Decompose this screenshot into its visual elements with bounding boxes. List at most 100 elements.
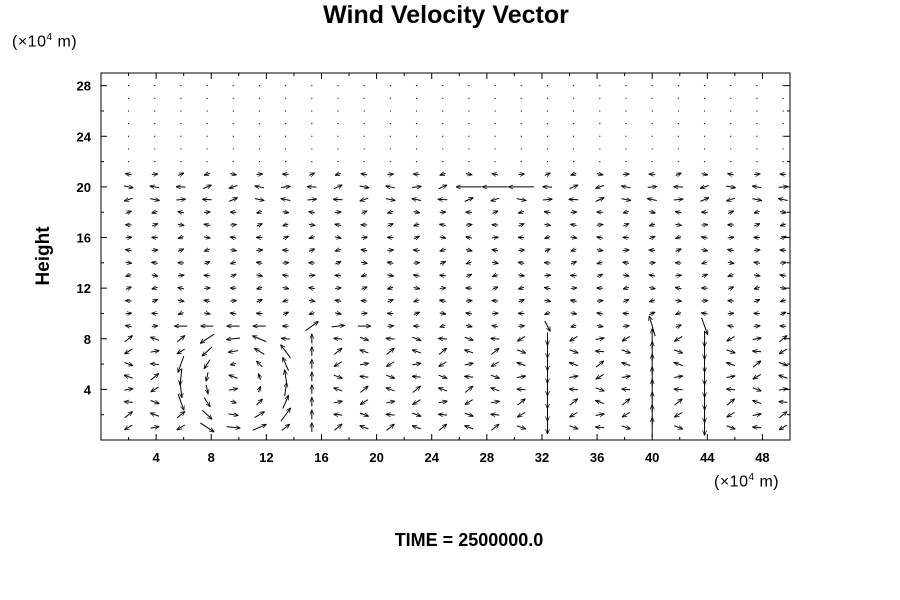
wind-vector-point [520, 123, 522, 125]
wind-vector-arrow [204, 288, 210, 289]
wind-vector-arrow [702, 262, 708, 264]
wind-vector-point [127, 135, 130, 137]
wind-vector-arrow [726, 376, 735, 378]
wind-vector-arrow [334, 388, 343, 391]
wind-vector-arrow [257, 211, 263, 213]
wind-vector-arrow [596, 326, 603, 327]
wind-vector-point [494, 97, 496, 99]
wind-vector-arrow [228, 351, 239, 353]
wind-vector-point [363, 160, 365, 163]
wind-vector-arrow [283, 300, 289, 302]
wind-vector-arrow [491, 198, 500, 201]
wind-vector-arrow [571, 224, 577, 225]
wind-vector-arrow [701, 317, 708, 335]
wind-vector-arrow [545, 313, 551, 315]
wind-vector-arrow [701, 250, 708, 251]
wind-vector-point [363, 123, 365, 125]
wind-vector-point [573, 110, 575, 112]
wind-vector-arrow [675, 325, 681, 327]
wind-vector-arrow [438, 185, 447, 190]
x-tick-label: 36 [590, 450, 604, 465]
wind-vector-arrow [621, 350, 630, 353]
wind-vector-arrow [571, 173, 577, 175]
wind-vector-arrow [621, 376, 630, 378]
wind-vector-point [703, 135, 706, 137]
wind-vector-arrow [674, 426, 682, 429]
wind-vector-point [573, 85, 575, 87]
wind-vector-arrow [359, 413, 368, 416]
wind-vector-arrow [334, 361, 343, 367]
wind-vector-arrow [595, 198, 604, 202]
wind-vector-arrow [361, 287, 367, 289]
wind-vector-arrow [623, 224, 628, 226]
wind-vector-arrow [412, 386, 421, 393]
wind-vector-point [573, 148, 575, 150]
wind-vector-arrow [701, 174, 708, 175]
wind-vector-arrow [388, 287, 394, 289]
wind-vector-point [546, 85, 549, 87]
wind-vector-arrow [516, 199, 526, 201]
wind-vector-arrow [230, 274, 236, 276]
wind-vector-arrow [569, 399, 578, 406]
wind-vector-arrow [544, 249, 550, 251]
wind-vector-arrow [362, 275, 368, 277]
wind-vector-arrow [386, 338, 395, 339]
wind-vector-arrow [780, 224, 786, 226]
wind-vector-arrow [727, 389, 735, 390]
wind-vector-arrow [177, 348, 185, 354]
wind-vector-arrow [412, 426, 421, 429]
wind-vector-arrow [257, 287, 263, 289]
wind-vector-arrow [622, 411, 631, 417]
wind-vector-arrow [570, 237, 577, 238]
wind-vector-arrow [334, 338, 343, 339]
wind-vector-point [154, 148, 156, 150]
minor-ticks [101, 73, 790, 440]
wind-vector-arrow [701, 274, 707, 276]
wind-vector-arrow [124, 375, 133, 378]
wind-vector-arrow [728, 250, 734, 251]
wind-vector-arrow [752, 388, 761, 391]
wind-vector-arrow [176, 412, 185, 419]
wind-vector-point [599, 148, 601, 150]
wind-vector-arrow [151, 386, 159, 392]
wind-vector-arrow [752, 414, 761, 416]
wind-vector-arrow [439, 338, 447, 339]
wind-vector-point [703, 148, 706, 150]
wind-vector-arrow [124, 363, 132, 366]
wind-vector-arrow [439, 388, 448, 391]
wind-vector-point [625, 123, 627, 125]
wind-vector-point [258, 85, 261, 87]
wind-vector-arrow [152, 262, 158, 263]
wind-vector-arrow [125, 424, 133, 430]
wind-vector-arrow [386, 348, 395, 355]
wind-vector-arrow [570, 212, 577, 213]
wind-vector-point [703, 123, 706, 125]
wind-vector-arrow [569, 389, 578, 390]
wind-vector-point [415, 97, 418, 99]
wind-vector-point [468, 97, 470, 99]
wind-vector-arrow [413, 212, 420, 213]
wind-vector-arrow [151, 250, 158, 251]
wind-vector-arrow [621, 199, 630, 201]
wind-vector-arrow [152, 211, 158, 213]
wind-vector-arrow [674, 363, 683, 366]
wind-vector-arrow [491, 424, 499, 431]
wind-vector-arrow [622, 326, 629, 327]
wind-vector-arrow [385, 199, 395, 201]
wind-vector-arrow [438, 424, 447, 431]
wind-vector-arrow [283, 224, 289, 226]
wind-vector-arrow [125, 262, 132, 263]
wind-vector-arrow [204, 237, 210, 238]
wind-vector-point [599, 160, 601, 163]
wind-vector-arrow [178, 313, 184, 315]
wind-vector-arrow [544, 320, 550, 331]
wind-vector-arrow [753, 400, 762, 403]
wind-vector-point [677, 123, 679, 125]
wind-vector-arrow [752, 338, 761, 340]
wind-vector-arrow [124, 412, 133, 419]
wind-vector-arrow [387, 361, 395, 367]
wind-vector-arrow [673, 199, 683, 200]
wind-vector-point [730, 148, 732, 150]
wind-vector-arrow [675, 212, 682, 213]
wind-vector-arrow [727, 262, 734, 263]
